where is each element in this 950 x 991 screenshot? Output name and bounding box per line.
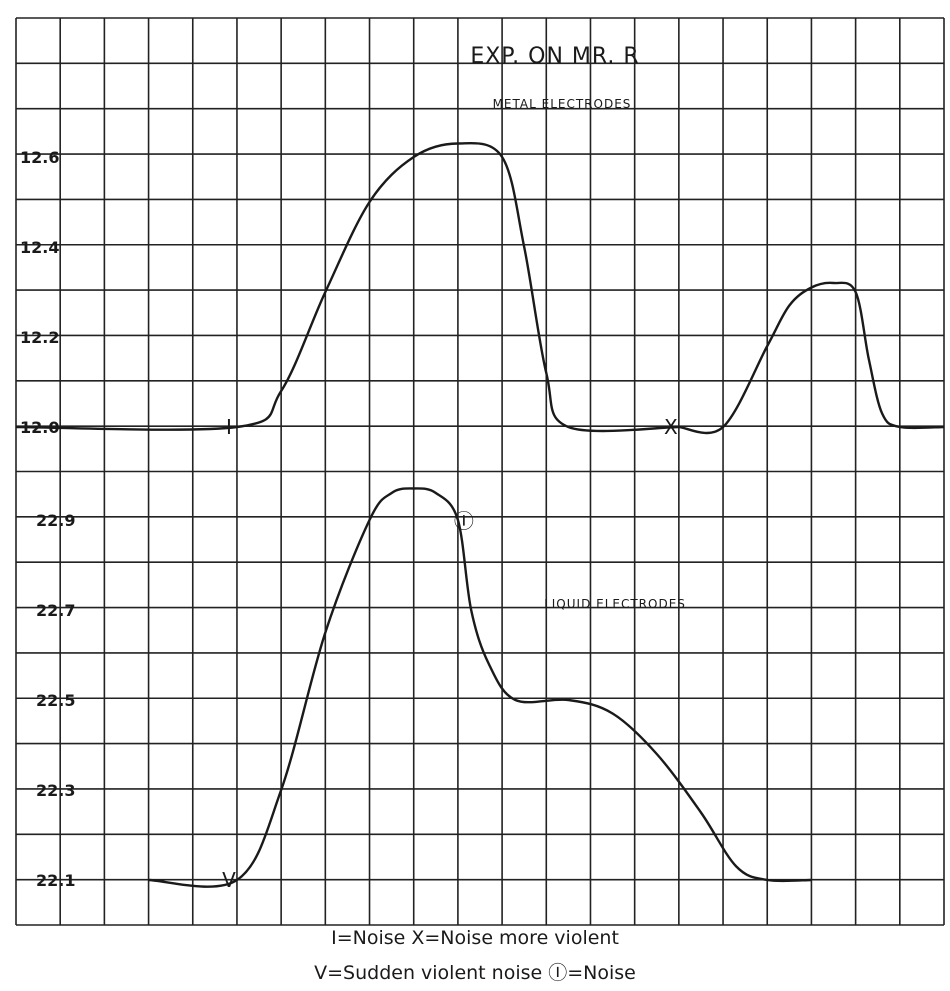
panel-label-liquid: LIQUID ELECTRODES bbox=[544, 597, 686, 611]
y-tick-label: 22.3 bbox=[36, 781, 75, 800]
y-tick-label: 12.6 bbox=[20, 148, 59, 167]
event-marker: X bbox=[664, 415, 678, 439]
y-tick-label: 22.7 bbox=[36, 601, 75, 620]
y-tick-label: 22.1 bbox=[36, 871, 75, 890]
y-tick-label: 22.5 bbox=[36, 691, 75, 710]
legend-line-1: I=Noise X=Noise more violent bbox=[331, 927, 619, 949]
event-marker: I bbox=[226, 415, 232, 439]
grid-lines bbox=[15, 17, 945, 926]
y-tick-label: 22.9 bbox=[36, 511, 75, 530]
panel-label-metal: METAL ELECTRODES bbox=[493, 97, 632, 111]
y-tick-labels: 12.612.412.212.022.922.722.522.322.1 bbox=[20, 148, 75, 890]
legend-line-2: V=Sudden violent noise Ⓘ=Noise bbox=[314, 962, 636, 984]
y-tick-label: 12.2 bbox=[20, 328, 59, 347]
series-line bbox=[678, 281, 945, 435]
event-marker: V bbox=[222, 868, 236, 892]
series-line bbox=[15, 141, 679, 433]
event-marker: Ⓘ bbox=[454, 509, 474, 533]
chart-title: EXP. ON MR. R bbox=[470, 44, 639, 69]
event-markers: I X V Ⓘ bbox=[222, 415, 678, 892]
y-tick-label: 12.4 bbox=[20, 238, 59, 257]
series-line bbox=[148, 487, 812, 888]
data-curves bbox=[15, 141, 945, 888]
